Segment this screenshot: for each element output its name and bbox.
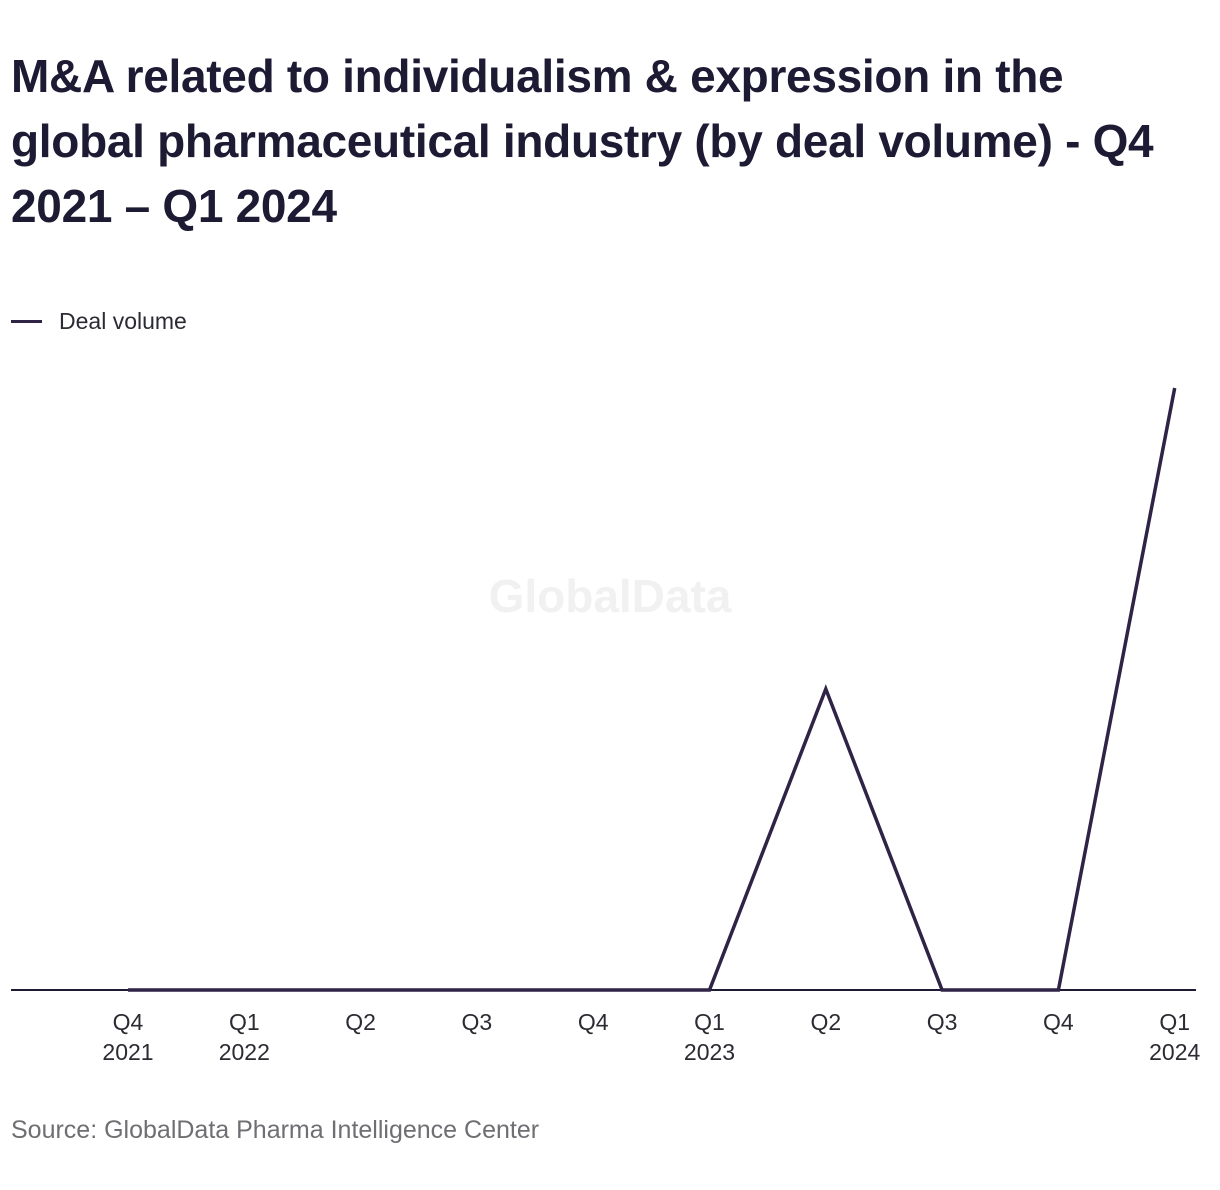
x-tick-label: Q4 <box>578 1009 609 1035</box>
series-line-deal-volume <box>128 387 1177 992</box>
chart-title: M&A related to individualism & expressio… <box>11 50 1154 232</box>
watermark: GlobalData <box>489 570 732 622</box>
x-tick-label: Q2 <box>810 1009 841 1035</box>
series-layer <box>128 387 1177 992</box>
x-axis-tick-labels: Q4 2021 Q1 2022 Q2 Q3 Q4 Q1 2023 Q2 Q3 Q4 Q1 2024 <box>102 1009 1200 1065</box>
x-tick-label: Q3 <box>462 1009 493 1035</box>
x-tick-label: Q4 <box>1043 1009 1074 1035</box>
x-tick-label: Q1 2024 <box>1149 1009 1200 1065</box>
x-tick-label: Q1 2023 <box>684 1009 735 1065</box>
x-tick-label: Q4 2021 <box>102 1009 153 1065</box>
x-tick-label: Q1 2022 <box>219 1009 270 1065</box>
legend-line-swatch <box>11 319 42 323</box>
legend-label: Deal volume <box>59 307 187 334</box>
source-note: Source: GlobalData Pharma Intelligence C… <box>11 1116 540 1144</box>
x-tick-label: Q3 <box>927 1009 958 1035</box>
x-tick-label: Q2 <box>345 1009 376 1035</box>
legend: Deal volume <box>11 306 187 336</box>
